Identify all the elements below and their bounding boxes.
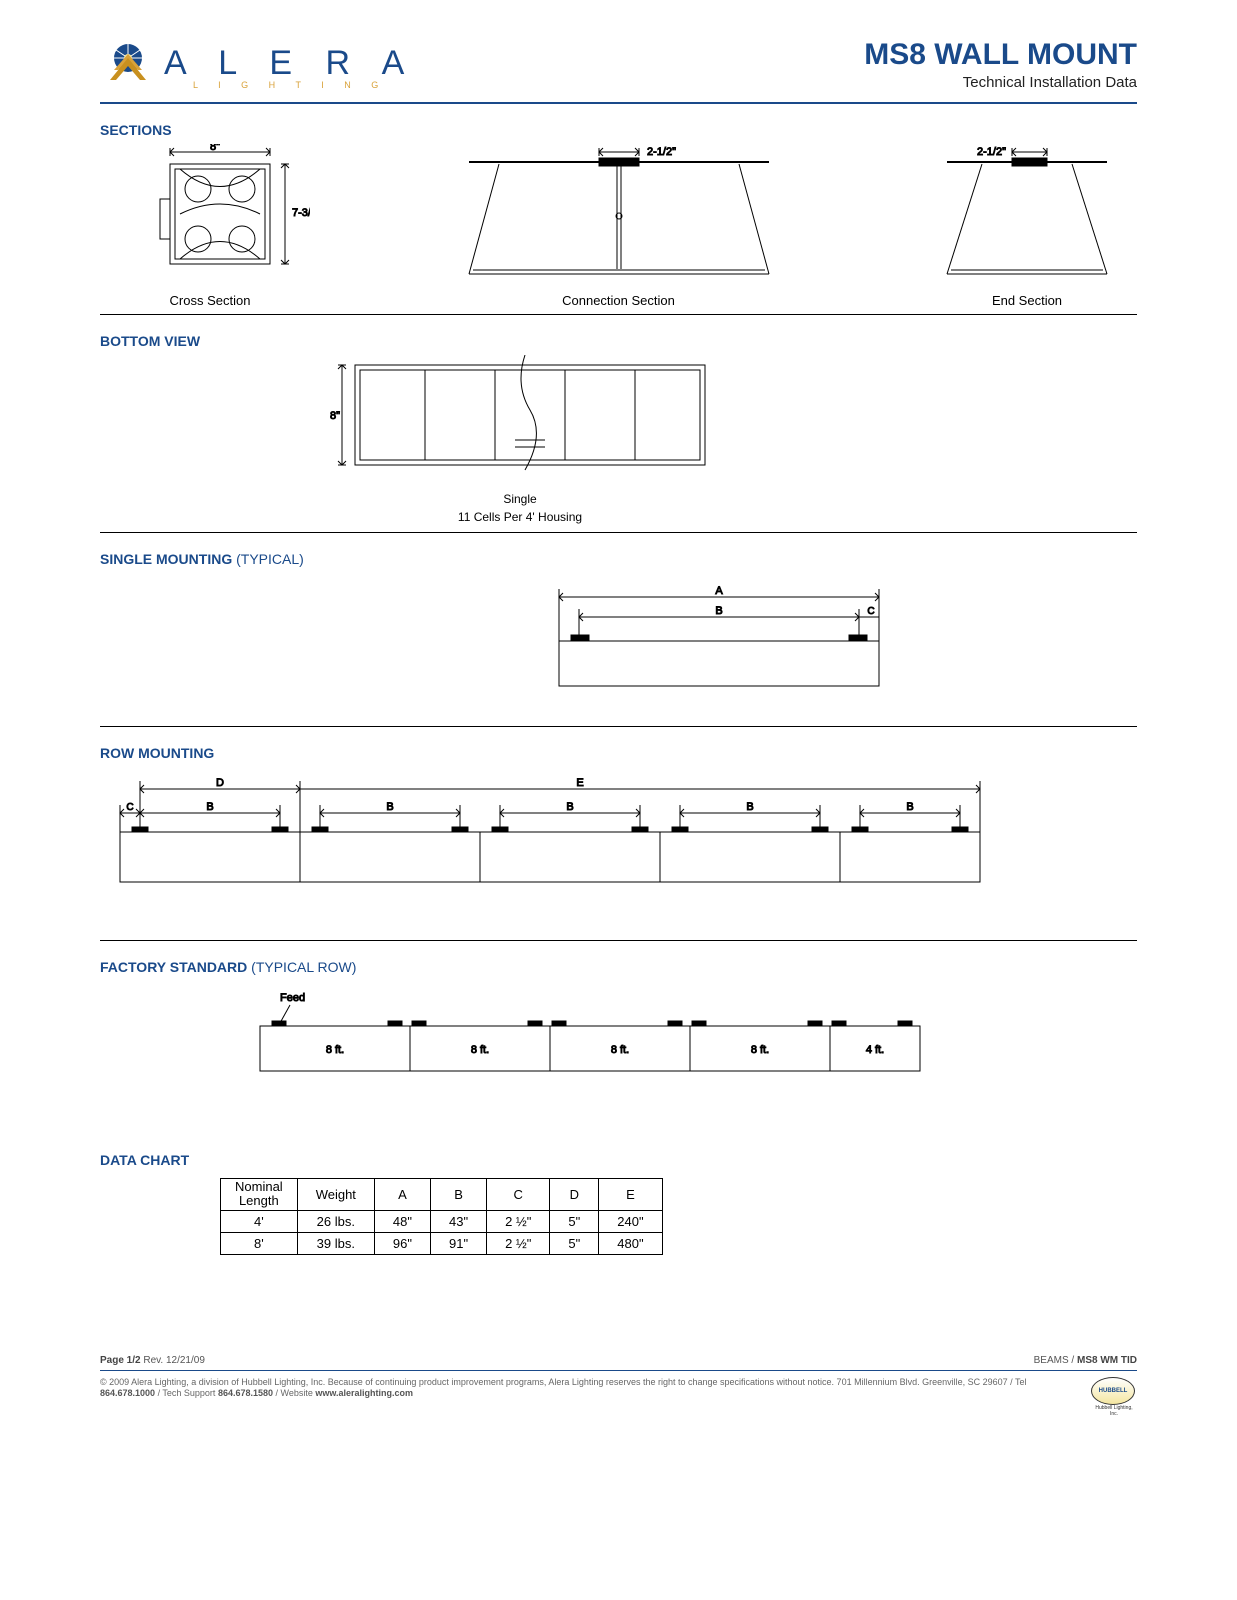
- bottom-view-caption1: Single: [330, 492, 710, 506]
- col-d: D: [550, 1179, 599, 1211]
- single-mounting-heading-main: SINGLE MOUNTING: [100, 551, 232, 567]
- table-row: 8' 39 lbs. 96" 91" 2 ½" 5" 480": [221, 1232, 663, 1254]
- cell: 91": [431, 1232, 487, 1254]
- data-chart-table: NominalLength Weight A B C D E 4' 26 lbs…: [220, 1178, 663, 1255]
- bottom-view-diagram: 8": [330, 355, 710, 485]
- legal-row: © 2009 Alera Lighting, a division of Hub…: [100, 1377, 1137, 1417]
- svg-text:B: B: [746, 801, 753, 813]
- hubbell-logo-block: HUBBELL Hubbell Lighting, Inc.: [1091, 1377, 1137, 1417]
- table-row: 4' 26 lbs. 48" 43" 2 ½" 5" 240": [221, 1210, 663, 1232]
- logo: A L E R A L I G H T I N G: [100, 40, 416, 96]
- end-section-label: End Section: [917, 293, 1137, 308]
- bottom-view-heading: BOTTOM VIEW: [100, 333, 1137, 349]
- bottom-view-row: 8" Single 11 Cells Per 4' Housing: [100, 355, 1137, 533]
- svg-text:8 ft.: 8 ft.: [751, 1044, 769, 1056]
- cell: 39 lbs.: [297, 1232, 374, 1254]
- factory-standard-diagram: Feed 8 ft. 8 ft. 8 ft. 8 ft. 4 ft.: [180, 991, 1020, 1091]
- svg-text:C: C: [126, 802, 133, 813]
- single-mounting-heading: SINGLE MOUNTING (TYPICAL): [100, 551, 1137, 567]
- cell: 2 ½": [487, 1232, 550, 1254]
- connection-section-diagram: 2-1/2": [449, 144, 789, 284]
- svg-text:B: B: [386, 801, 393, 813]
- svg-text:8 ft.: 8 ft.: [471, 1044, 489, 1056]
- cell: 2 ½": [487, 1210, 550, 1232]
- page-subtitle: Technical Installation Data: [864, 74, 1137, 91]
- row-mounting-row: D E C B B B B: [100, 767, 1137, 941]
- cross-section-col: 8" 7-3/4" Cross Section: [100, 144, 320, 308]
- logo-sub-text: L I G H T I N G: [164, 80, 416, 90]
- cell: 480": [599, 1232, 662, 1254]
- cell: 96": [374, 1232, 430, 1254]
- col-a: A: [374, 1179, 430, 1211]
- svg-text:4 ft.: 4 ft.: [866, 1044, 884, 1056]
- svg-text:7-3/4": 7-3/4": [292, 207, 310, 219]
- col-nominal: NominalLength: [221, 1179, 298, 1211]
- col-e: E: [599, 1179, 662, 1211]
- svg-text:C: C: [867, 606, 874, 617]
- page-number: Page 1/2 Rev. 12/21/09: [100, 1355, 205, 1366]
- factory-standard-heading: FACTORY STANDARD (TYPICAL ROW): [100, 959, 1137, 975]
- svg-text:2-1/2": 2-1/2": [977, 146, 1006, 158]
- single-mounting-heading-paren: (TYPICAL): [232, 551, 304, 567]
- svg-text:D: D: [216, 777, 224, 789]
- legal-text: © 2009 Alera Lighting, a division of Hub…: [100, 1377, 1081, 1400]
- row-mounting-diagram: D E C B B B B: [100, 777, 1020, 897]
- header: A L E R A L I G H T I N G MS8 WALL MOUNT…: [100, 40, 1137, 104]
- cell: 4': [221, 1210, 298, 1232]
- svg-text:8": 8": [210, 144, 220, 153]
- svg-text:2-1/2": 2-1/2": [647, 146, 676, 158]
- cell: 26 lbs.: [297, 1210, 374, 1232]
- svg-text:B: B: [206, 801, 213, 813]
- single-mounting-diagram: A B C: [539, 583, 899, 703]
- svg-text:Feed: Feed: [280, 992, 305, 1004]
- doc-code: BEAMS / MS8 WM TID: [1034, 1355, 1137, 1366]
- logo-main-text: A L E R A: [164, 46, 416, 80]
- svg-text:A: A: [715, 585, 723, 597]
- connection-section-col: 2-1/2" Connection Section: [320, 144, 917, 308]
- cell: 43": [431, 1210, 487, 1232]
- page-title: MS8 WALL MOUNT: [864, 40, 1137, 70]
- svg-text:8 ft.: 8 ft.: [326, 1044, 344, 1056]
- cell: 5": [550, 1232, 599, 1254]
- col-c: C: [487, 1179, 550, 1211]
- factory-standard-heading-main: FACTORY STANDARD: [100, 959, 247, 975]
- svg-text:8": 8": [330, 410, 340, 422]
- sections-heading: SECTIONS: [100, 122, 1137, 138]
- factory-standard-heading-paren: (TYPICAL ROW): [247, 959, 356, 975]
- col-weight: Weight: [297, 1179, 374, 1211]
- cell: 48": [374, 1210, 430, 1232]
- alera-logo-icon: [100, 40, 156, 96]
- sections-row: 8" 7-3/4" Cross Section: [100, 144, 1137, 315]
- hubbell-sub: Hubbell Lighting, Inc.: [1091, 1405, 1137, 1417]
- cross-section-label: Cross Section: [100, 293, 320, 308]
- svg-text:E: E: [576, 777, 583, 789]
- cell: 8': [221, 1232, 298, 1254]
- row-mounting-heading: ROW MOUNTING: [100, 745, 1137, 761]
- svg-text:B: B: [906, 801, 913, 813]
- data-chart-heading: DATA CHART: [100, 1152, 1137, 1168]
- connection-section-label: Connection Section: [320, 293, 917, 308]
- cross-section-diagram: 8" 7-3/4": [110, 144, 310, 284]
- cell: 5": [550, 1210, 599, 1232]
- single-mounting-row: A B C: [100, 573, 1137, 727]
- table-header-row: NominalLength Weight A B C D E: [221, 1179, 663, 1211]
- page-footer: Page 1/2 Rev. 12/21/09 BEAMS / MS8 WM TI…: [100, 1355, 1137, 1371]
- col-b: B: [431, 1179, 487, 1211]
- end-section-col: 2-1/2" End Section: [917, 144, 1137, 308]
- factory-standard-row: Feed 8 ft. 8 ft. 8 ft. 8 ft. 4 ft.: [100, 981, 1137, 1134]
- svg-text:8 ft.: 8 ft.: [611, 1044, 629, 1056]
- svg-text:B: B: [566, 801, 573, 813]
- cell: 240": [599, 1210, 662, 1232]
- hubbell-logo-icon: HUBBELL: [1091, 1377, 1135, 1405]
- end-section-diagram: 2-1/2": [927, 144, 1127, 284]
- svg-text:B: B: [715, 605, 722, 617]
- bottom-view-caption2: 11 Cells Per 4' Housing: [330, 510, 710, 524]
